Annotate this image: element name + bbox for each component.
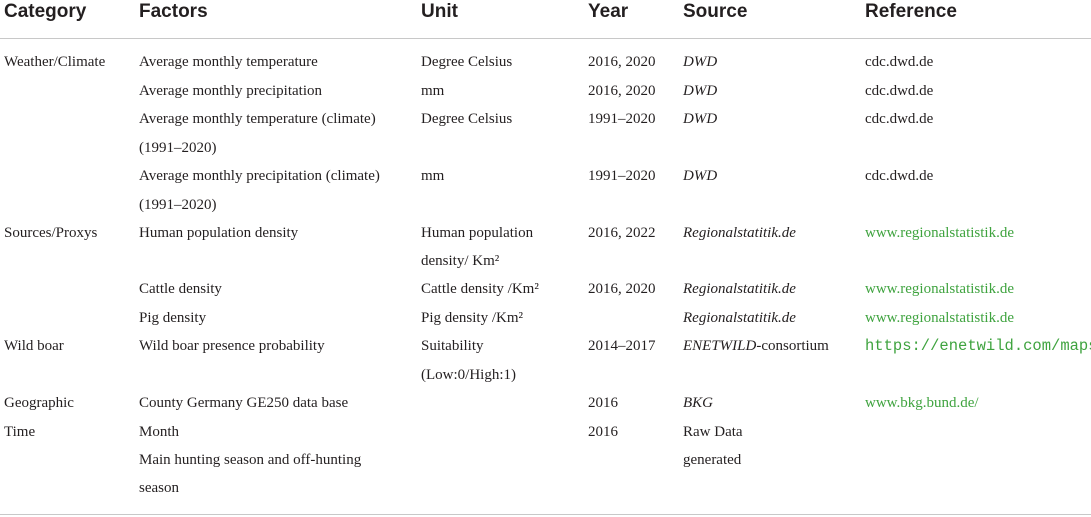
cell-source-line2: generated	[683, 452, 742, 468]
cell-unit-line2: density/ Km²	[421, 253, 500, 269]
cell-source: BKG	[683, 395, 713, 411]
cell-source: Regionalstatitik.de	[683, 281, 796, 297]
reference-link[interactable]: https://enetwild.com/maps/	[865, 337, 1091, 355]
cell-category: Sources/Proxys	[4, 225, 98, 241]
cell-factors: County Germany GE250 data base	[139, 395, 349, 411]
cell-source: Raw Data	[683, 424, 743, 440]
cell-category: Weather/Climate	[4, 54, 106, 70]
cell-source: DWD	[683, 111, 718, 127]
cell-factors: Wild boar presence probability	[139, 338, 325, 354]
cell-factors: Cattle density	[139, 281, 222, 297]
cell-unit: mm	[421, 168, 445, 184]
header-factors: Factors	[139, 1, 208, 22]
cell-unit: Cattle density /Km²	[421, 281, 539, 297]
cell-factors: Average monthly precipitation	[139, 83, 322, 99]
cell-source: DWD	[683, 83, 718, 99]
cell-year: 1991–2020	[588, 111, 656, 127]
cell-source: DWD	[683, 168, 718, 184]
cell-source: Regionalstatitik.de	[683, 225, 796, 241]
cell-source: Regionalstatitik.de	[683, 310, 796, 326]
cell-reference: cdc.dwd.de	[865, 83, 934, 99]
cell-category: Time	[4, 424, 36, 440]
cell-unit: Degree Celsius	[421, 54, 513, 70]
cell-factors: Human population density	[139, 225, 299, 241]
header-rule	[0, 38, 1091, 39]
cell-year: 2016, 2022	[588, 225, 656, 241]
cell-unit: mm	[421, 83, 445, 99]
cell-reference: cdc.dwd.de	[865, 111, 934, 127]
reference-link[interactable]: www.regionalstatistik.de	[865, 225, 1014, 241]
cell-unit: Suitability	[421, 338, 484, 354]
cell-unit-line2: (Low:0/High:1)	[421, 367, 516, 383]
cell-year: 2016, 2020	[588, 54, 656, 70]
cell-factors-line2: (1991–2020)	[139, 140, 217, 156]
cell-year: 1991–2020	[588, 168, 656, 184]
reference-link[interactable]: www.regionalstatistik.de	[865, 281, 1014, 297]
cell-reference: cdc.dwd.de	[865, 54, 934, 70]
cell-factors: Average monthly temperature (climate)	[139, 111, 376, 127]
cell-unit: Pig density /Km²	[421, 310, 524, 326]
cell-year: 2016, 2020	[588, 281, 656, 297]
header-reference: Reference	[865, 1, 957, 22]
cell-reference: cdc.dwd.de	[865, 168, 934, 184]
header-unit: Unit	[421, 1, 458, 22]
cell-factors: Month	[139, 424, 180, 440]
cell-year: 2016	[588, 424, 618, 440]
reference-link[interactable]: www.regionalstatistik.de	[865, 310, 1014, 326]
cell-category: Wild boar	[4, 338, 64, 354]
cell-source: DWD	[683, 54, 718, 70]
cell-source: ENETWILD-consortium	[683, 332, 829, 360]
header-year: Year	[588, 1, 629, 22]
cell-source-suffix: -consortium	[756, 338, 829, 354]
reference-link[interactable]: www.bkg.bund.de/	[865, 395, 979, 411]
cell-year: 2014–2017	[588, 338, 656, 354]
cell-factors-line2: season	[139, 480, 179, 496]
cell-year: 2016, 2020	[588, 83, 656, 99]
cell-factors: Pig density	[139, 310, 207, 326]
bottom-rule	[0, 514, 1091, 515]
cell-factors: Average monthly temperature	[139, 54, 318, 70]
cell-factors-line2: (1991–2020)	[139, 197, 217, 213]
cell-category: Geographic	[4, 395, 74, 411]
header-source: Source	[683, 1, 748, 22]
cell-source-italic: ENETWILD	[683, 338, 757, 354]
cell-unit: Human population	[421, 225, 534, 241]
header-category: Category	[4, 1, 87, 22]
cell-factors: Main hunting season and off-hunting	[139, 452, 362, 468]
cell-factors: Average monthly precipitation (climate)	[139, 168, 380, 184]
cell-unit: Degree Celsius	[421, 111, 513, 127]
cell-year: 2016	[588, 395, 618, 411]
